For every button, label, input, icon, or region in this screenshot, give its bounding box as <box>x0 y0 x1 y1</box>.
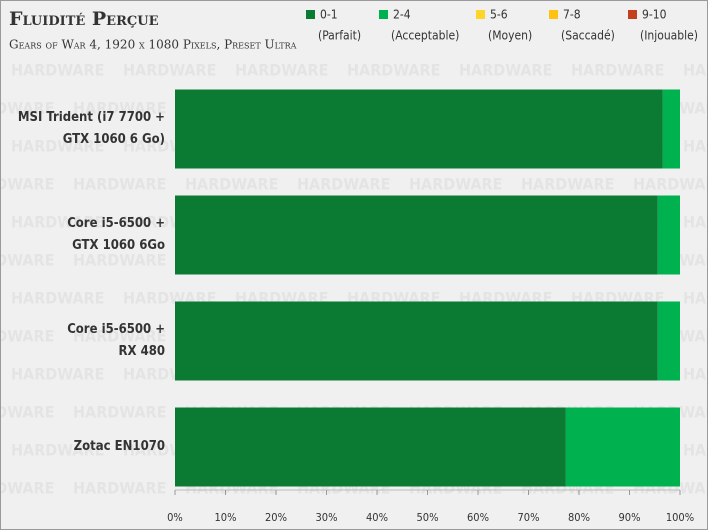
chart-subtitle: Gears of War 4, 1920 x 1080 Pixels, Pres… <box>9 38 297 52</box>
watermark: HARDWARE <box>73 479 166 498</box>
legend-description: (Saccadé) <box>561 29 615 43</box>
legend-swatch <box>476 10 485 19</box>
x-tick-label: 80% <box>568 511 590 524</box>
legend-swatch <box>379 10 388 19</box>
bar-segment <box>657 195 680 275</box>
legend-label: 7-8 <box>563 8 581 22</box>
watermark: HARDWARE <box>459 61 552 80</box>
watermark: HARDWARE <box>683 213 707 232</box>
watermark: HARDWARE <box>11 441 104 460</box>
bar-segment <box>175 407 566 487</box>
category-label: Core i5-6500 + RX 480 <box>67 322 165 359</box>
watermark: HARDWARE <box>683 441 707 460</box>
watermark: HARDWARE <box>1 327 54 346</box>
legend-label: 2-4 <box>393 8 411 22</box>
legend-swatch <box>549 10 558 19</box>
legend-description: (Acceptable) <box>391 29 459 43</box>
watermark: HARDWARE <box>683 61 707 80</box>
legend-swatch <box>628 10 637 19</box>
watermark: HARDWARE <box>11 213 104 232</box>
category-label: Zotac EN1070 <box>73 439 165 454</box>
watermark: HARDWARE <box>11 137 104 156</box>
bar-segment <box>175 195 658 275</box>
watermark: HARDWARE <box>347 61 440 80</box>
legend-label: 0-1 <box>320 8 338 22</box>
bar-segment <box>662 89 680 169</box>
x-tick-label: 0% <box>167 511 183 524</box>
legend-description: (Moyen) <box>488 29 532 43</box>
bar-segment <box>657 301 680 381</box>
watermark: HARDWARE <box>185 175 278 194</box>
x-tick-label: 70% <box>518 511 540 524</box>
x-tick-label: 100% <box>666 511 694 524</box>
watermark: HARDWARE <box>1 99 54 118</box>
watermark: HARDWARE <box>1 403 54 422</box>
chart-title: Fluidité Perçue <box>9 8 159 30</box>
watermark: HARDWARE <box>73 403 166 422</box>
watermark: HARDWARE <box>633 175 707 194</box>
legend-label: 5-6 <box>490 8 508 22</box>
legend-description: (Parfait) <box>318 29 361 43</box>
bar-segment <box>565 407 680 487</box>
watermark: HARDWARE <box>235 61 328 80</box>
legend-description: (Injouable) <box>640 29 698 43</box>
x-tick-label: 30% <box>316 511 338 524</box>
watermark: HARDWARE <box>11 289 104 308</box>
watermark: HARDWARE <box>73 175 166 194</box>
category-label: Core i5-6500 + GTX 1060 6Go <box>67 216 165 253</box>
watermark: HARDWARE <box>683 365 707 384</box>
watermark: HARDWARE <box>571 61 664 80</box>
watermark: HARDWARE <box>73 251 166 270</box>
watermark: HARDWARE <box>73 99 166 118</box>
bar-segment <box>175 301 658 381</box>
bar-segment <box>175 89 663 169</box>
watermark: HARDWARE <box>521 175 614 194</box>
legend-swatch <box>306 10 315 19</box>
x-tick-label: 10% <box>215 511 237 524</box>
category-label: MSI Trident (i7 7700 + GTX 1060 6 Go) <box>17 110 165 147</box>
watermark: HARDWARE <box>409 175 502 194</box>
legend-label: 9-10 <box>642 8 667 22</box>
watermark: HARDWARE <box>123 61 216 80</box>
x-tick-label: 20% <box>265 511 287 524</box>
x-tick-label: 90% <box>619 511 641 524</box>
watermark: HARDWARE <box>1 251 54 270</box>
x-tick-label: 40% <box>366 511 388 524</box>
watermark: HARDWARE <box>11 365 104 384</box>
watermark: HARDWARE <box>11 61 104 80</box>
watermark: HARDWARE <box>1 175 54 194</box>
watermark: HARDWARE <box>683 137 707 156</box>
watermark: HARDWARE <box>1 479 54 498</box>
watermark: HARDWARE <box>683 289 707 308</box>
x-tick-label: 60% <box>467 511 489 524</box>
watermark: HARDWARE <box>297 175 390 194</box>
x-tick-label: 50% <box>417 511 439 524</box>
watermark: HARDWARE <box>73 327 166 346</box>
